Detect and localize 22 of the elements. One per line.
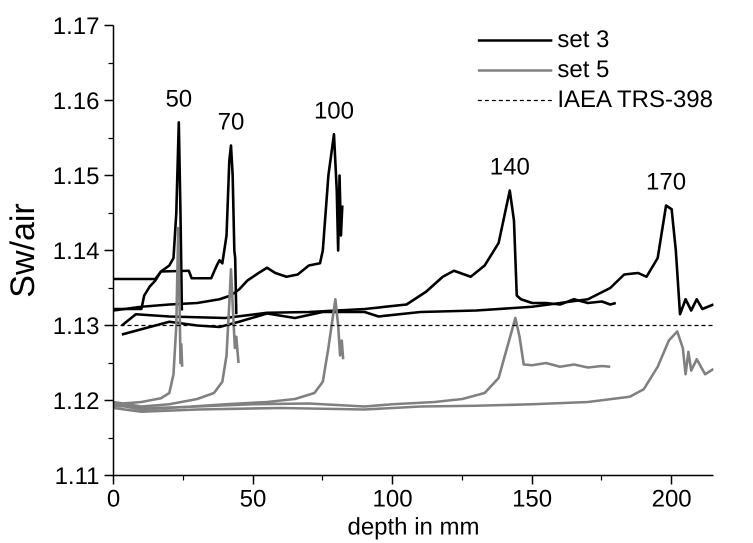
y-tick-label: 1.17 xyxy=(52,13,100,40)
y-tick-label: 1.11 xyxy=(54,463,100,490)
y-tick-label: 1.13 xyxy=(52,313,100,340)
y-axis-title: Sw/air xyxy=(4,203,42,298)
annotation: 140 xyxy=(490,154,530,180)
x-axis-title: depth in mm xyxy=(347,514,480,540)
x-tick-label: 100 xyxy=(372,486,413,512)
annotation: 50 xyxy=(165,85,192,112)
y-tick-label: 1.15 xyxy=(52,163,100,190)
legend-label: set 3 xyxy=(557,25,610,55)
x-tick-label: 0 xyxy=(106,486,120,512)
y-tick-label: 1.14 xyxy=(52,238,100,265)
annotation: 100 xyxy=(314,97,354,124)
y-tick-label: 1.12 xyxy=(52,388,100,415)
x-tick-label: 200 xyxy=(652,486,692,512)
x-tick-label: 50 xyxy=(240,486,266,512)
y-tick-label: 1.16 xyxy=(52,88,100,115)
annotation: 70 xyxy=(218,108,244,136)
legend-label: IAEA TRS-398 xyxy=(557,85,713,115)
x-tick-label: 150 xyxy=(512,486,552,512)
legend-label: set 5 xyxy=(557,55,610,85)
annotation: 170 xyxy=(646,168,686,196)
